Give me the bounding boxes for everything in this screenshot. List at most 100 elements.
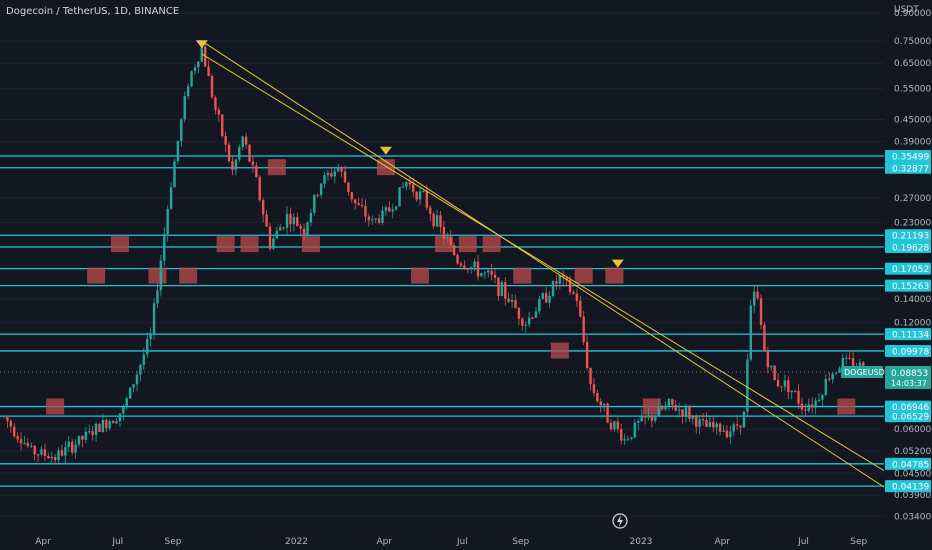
candle-body bbox=[729, 431, 732, 438]
candle-body bbox=[606, 403, 609, 423]
x-tick-label: Jul bbox=[456, 537, 468, 547]
candle-body bbox=[384, 207, 388, 211]
level-badge-label: 0.17052 bbox=[892, 265, 929, 275]
candle-body bbox=[452, 245, 456, 255]
candle-body bbox=[493, 274, 497, 278]
candle-body bbox=[381, 210, 384, 223]
candle-body bbox=[40, 449, 43, 455]
candle-body bbox=[279, 227, 282, 231]
candle-body bbox=[388, 207, 391, 212]
candle-body bbox=[463, 265, 466, 269]
candle-body bbox=[718, 423, 722, 432]
y-tick-label: 0.05200 bbox=[894, 447, 931, 457]
supply-demand-zone bbox=[550, 342, 569, 359]
candle-body bbox=[60, 450, 64, 456]
candle-body bbox=[84, 431, 88, 440]
candle-body bbox=[146, 339, 149, 355]
candle-body bbox=[350, 191, 354, 200]
candle-body bbox=[422, 191, 425, 193]
candle-body bbox=[759, 298, 763, 325]
ticker-badge bbox=[841, 366, 883, 378]
tradingview-lightning-icon[interactable] bbox=[612, 513, 628, 529]
candle-body bbox=[551, 281, 555, 296]
x-tick-label: Sep bbox=[512, 537, 529, 547]
candle-body bbox=[405, 182, 408, 187]
supply-demand-zone bbox=[574, 267, 593, 284]
candle-body bbox=[705, 420, 708, 427]
candle-body bbox=[507, 298, 510, 302]
candle-body bbox=[524, 324, 527, 326]
candle-body bbox=[429, 207, 432, 214]
candle-body bbox=[105, 419, 108, 429]
level-badge-label: 0.32877 bbox=[892, 164, 929, 174]
candle-body bbox=[490, 270, 493, 275]
candle-body bbox=[374, 218, 377, 220]
candle-body bbox=[851, 358, 855, 369]
level-badge bbox=[885, 400, 931, 413]
time-axis[interactable] bbox=[0, 532, 932, 550]
candle-body bbox=[125, 398, 128, 407]
candle-body bbox=[677, 409, 681, 411]
candle-body bbox=[398, 187, 401, 207]
candle-body bbox=[33, 445, 36, 455]
candle-body bbox=[630, 437, 633, 439]
level-badge-label: 0.19628 bbox=[892, 244, 929, 254]
candle-body bbox=[394, 206, 398, 210]
candle-body bbox=[91, 431, 94, 436]
candle-body bbox=[804, 409, 807, 411]
descending-trendline[interactable] bbox=[201, 40, 891, 492]
candle-body bbox=[343, 171, 347, 183]
grid-layer bbox=[0, 12, 884, 517]
candle-body bbox=[555, 281, 558, 284]
candle-body bbox=[544, 293, 548, 303]
candle-body bbox=[487, 270, 490, 273]
level-badges: 0.35499 0.32877 0.21193 0.19628 0.17052 0.152… bbox=[885, 149, 931, 493]
candle-body bbox=[510, 300, 514, 302]
candle-body bbox=[469, 267, 473, 269]
candle-body bbox=[517, 307, 521, 319]
y-tick-label: 0.14000 bbox=[894, 295, 931, 305]
candle-body bbox=[599, 401, 602, 406]
candle-body bbox=[845, 357, 848, 359]
candle-body bbox=[568, 280, 572, 293]
current-price-badge: DOGEUSDT 0.08853 14:03:37 bbox=[841, 366, 931, 389]
candle-body bbox=[231, 161, 234, 170]
level-badge bbox=[885, 229, 931, 242]
level-badge bbox=[885, 457, 931, 470]
candle-body bbox=[299, 225, 302, 229]
candle-body bbox=[558, 275, 562, 284]
level-badge bbox=[885, 149, 931, 162]
supply-demand-zone bbox=[458, 236, 477, 253]
x-tick-label: Apr bbox=[714, 537, 730, 547]
candle-body bbox=[272, 238, 275, 249]
candle-body bbox=[221, 114, 224, 137]
candle-body bbox=[459, 263, 463, 266]
candle-body bbox=[497, 277, 500, 296]
y-tick-label: 0.90000 bbox=[894, 9, 931, 19]
candle-body bbox=[183, 95, 186, 120]
candle-body bbox=[50, 457, 53, 459]
candle-body bbox=[227, 144, 231, 162]
candle-body bbox=[255, 165, 258, 178]
swing-high-marker bbox=[195, 40, 208, 49]
candle-body bbox=[650, 415, 654, 421]
candle-body bbox=[333, 171, 336, 177]
zones-layer bbox=[46, 159, 910, 415]
candle-body bbox=[108, 421, 111, 429]
candle-body bbox=[19, 439, 23, 444]
candle-body bbox=[149, 333, 152, 340]
candle-body bbox=[671, 398, 674, 406]
candle-body bbox=[739, 425, 742, 428]
trendlines-layer[interactable] bbox=[201, 40, 919, 492]
candle-body bbox=[268, 226, 272, 249]
support-resistance-lines[interactable] bbox=[0, 155, 884, 487]
descending-trendline[interactable] bbox=[201, 53, 919, 492]
supply-demand-zone bbox=[179, 267, 198, 284]
candle-body bbox=[763, 324, 766, 352]
candle-body bbox=[585, 341, 589, 369]
supply-demand-zone bbox=[240, 236, 259, 253]
candle-body bbox=[282, 227, 285, 229]
candle-body bbox=[364, 206, 367, 217]
